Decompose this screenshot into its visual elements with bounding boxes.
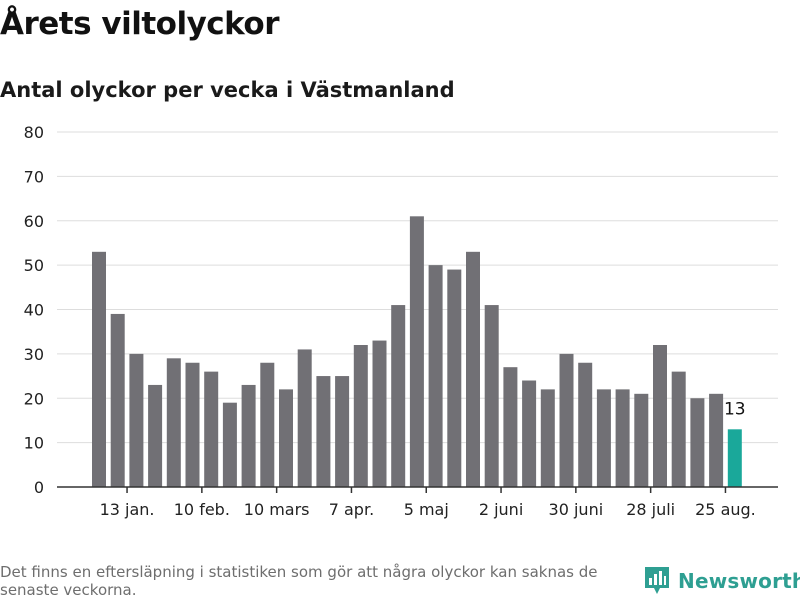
bar [634,393,649,487]
data-label-latest: 13 [724,399,746,419]
x-tick-label: 13 jan. [100,500,155,519]
bar [372,340,387,487]
bar [559,353,574,487]
x-tick-label: 7 apr. [329,500,374,519]
x-tick-label: 5 maj [404,500,449,519]
bar [222,402,237,487]
bar [690,398,705,487]
bar [709,393,724,487]
bar [110,313,125,487]
bar [615,389,630,487]
bar [596,389,611,487]
data-labels: 13 [724,399,746,419]
y-tick-label: 30 [24,345,44,364]
x-tick-label: 28 juli [626,500,675,519]
bar [540,389,555,487]
bar [297,349,312,487]
y-tick-label: 60 [24,212,44,231]
bar [129,353,144,487]
bar [391,305,406,487]
bar [353,345,368,487]
newsworthy-logo: Newsworthy [644,566,800,596]
bar [522,380,537,487]
x-tick-label: 10 mars [244,500,310,519]
footnote: Det finns en eftersläpning i statistiken… [0,563,598,599]
chart-subtitle: Antal olyckor per vecka i Västmanland [0,78,455,102]
bar [279,389,293,487]
x-tick-label: 10 feb. [174,500,230,519]
bar [409,216,424,487]
bar [484,305,499,487]
bar [447,269,462,487]
y-tick-label: 50 [24,256,44,275]
y-tick-label: 20 [24,389,44,408]
y-axis: 0 10 20 30 40 50 60 70 80 [24,123,44,497]
bar-chart-logo-icon [645,567,669,594]
bar [653,345,667,487]
bar [241,384,256,487]
x-tick-label: 25 aug. [695,500,756,519]
bar [204,371,219,487]
bars [92,216,742,487]
y-tick-label: 10 [24,434,44,453]
bar [185,362,200,487]
brand-name: Newsworthy [678,569,800,593]
bar [428,265,443,487]
bar [260,362,275,487]
chart-title: Årets viltolyckor [0,6,280,42]
y-tick-label: 40 [24,301,44,320]
bar-chart: 0 10 20 30 40 50 60 70 80 13 jan. 10 feb. 10 mars 7… [24,123,778,519]
bar [316,376,331,487]
bar [92,251,106,487]
bar [166,358,181,487]
y-tick-label: 70 [24,167,44,186]
bar [148,384,163,487]
y-tick-label: 0 [34,478,44,497]
bar [466,251,480,487]
y-tick-label: 80 [24,123,44,142]
bar [578,362,593,487]
x-axis: 13 jan. 10 feb. 10 mars 7 apr. 5 maj 2 juni 30… [57,486,778,519]
bar [671,371,686,487]
x-tick-label: 30 juni [549,500,604,519]
x-tick-label: 2 juni [479,500,523,519]
bar [503,367,518,487]
bar-highlight [727,429,742,487]
bar [335,376,350,487]
